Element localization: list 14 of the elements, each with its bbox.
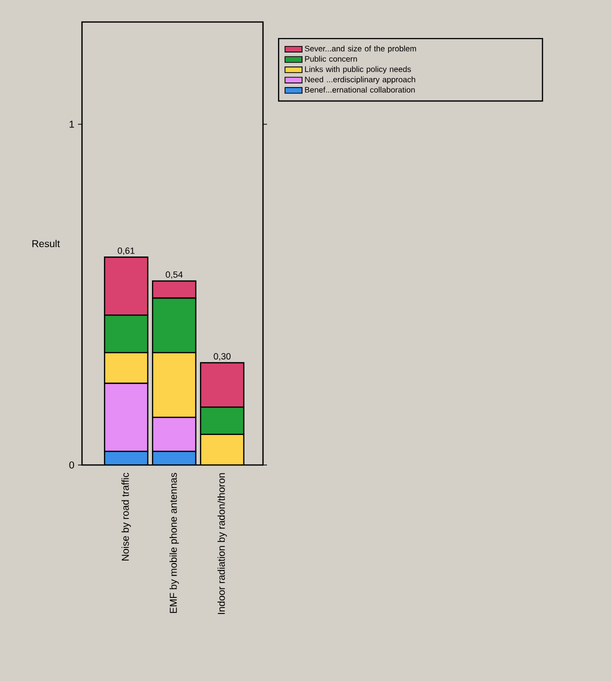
x-tick-label: Indoor radiation by radon/thoron — [218, 473, 227, 614]
legend-label: Need ...erdisciplinary approach — [305, 76, 416, 84]
total-label: 0,30 — [214, 353, 231, 361]
legend-label: Public concern — [305, 56, 357, 62]
legend-label: Links with public policy needs — [305, 66, 411, 74]
y-tick-label: 0 — [69, 461, 74, 469]
legend-label: Benef...ernational collaboration — [305, 86, 415, 93]
y-axis-title: Result — [32, 240, 60, 248]
x-tick-label: Noise by road traffic — [122, 472, 131, 560]
x-tick-label: EMF by mobile phone antennas — [170, 472, 179, 613]
total-label: 0,54 — [166, 271, 183, 279]
legend-label: Sever...and size of the problem — [304, 46, 416, 54]
y-tick-label: 1 — [70, 120, 74, 128]
total-label: 0,61 — [118, 247, 134, 255]
